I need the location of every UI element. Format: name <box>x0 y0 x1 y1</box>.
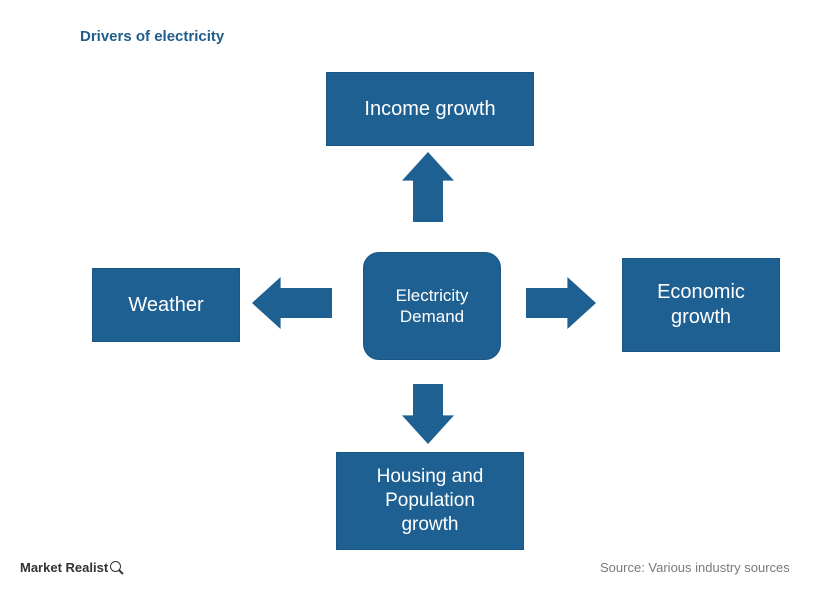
arrow-right <box>526 277 596 329</box>
arrow-down <box>402 384 454 444</box>
magnifier-icon <box>110 561 124 575</box>
node-left: Weather <box>92 268 240 342</box>
arrow-up <box>402 152 454 222</box>
brand-text: Market Realist <box>20 560 108 575</box>
brand-footer: Market Realist <box>20 560 124 575</box>
center-node: Electricity Demand <box>363 252 501 360</box>
node-top: Income growth <box>326 72 534 146</box>
node-right: Economic growth <box>622 258 780 352</box>
node-bottom: Housing and Population growth <box>336 452 524 550</box>
arrow-left <box>252 277 332 329</box>
diagram-title: Drivers of electricity <box>80 28 224 45</box>
source-footer: Source: Various industry sources <box>600 560 790 575</box>
